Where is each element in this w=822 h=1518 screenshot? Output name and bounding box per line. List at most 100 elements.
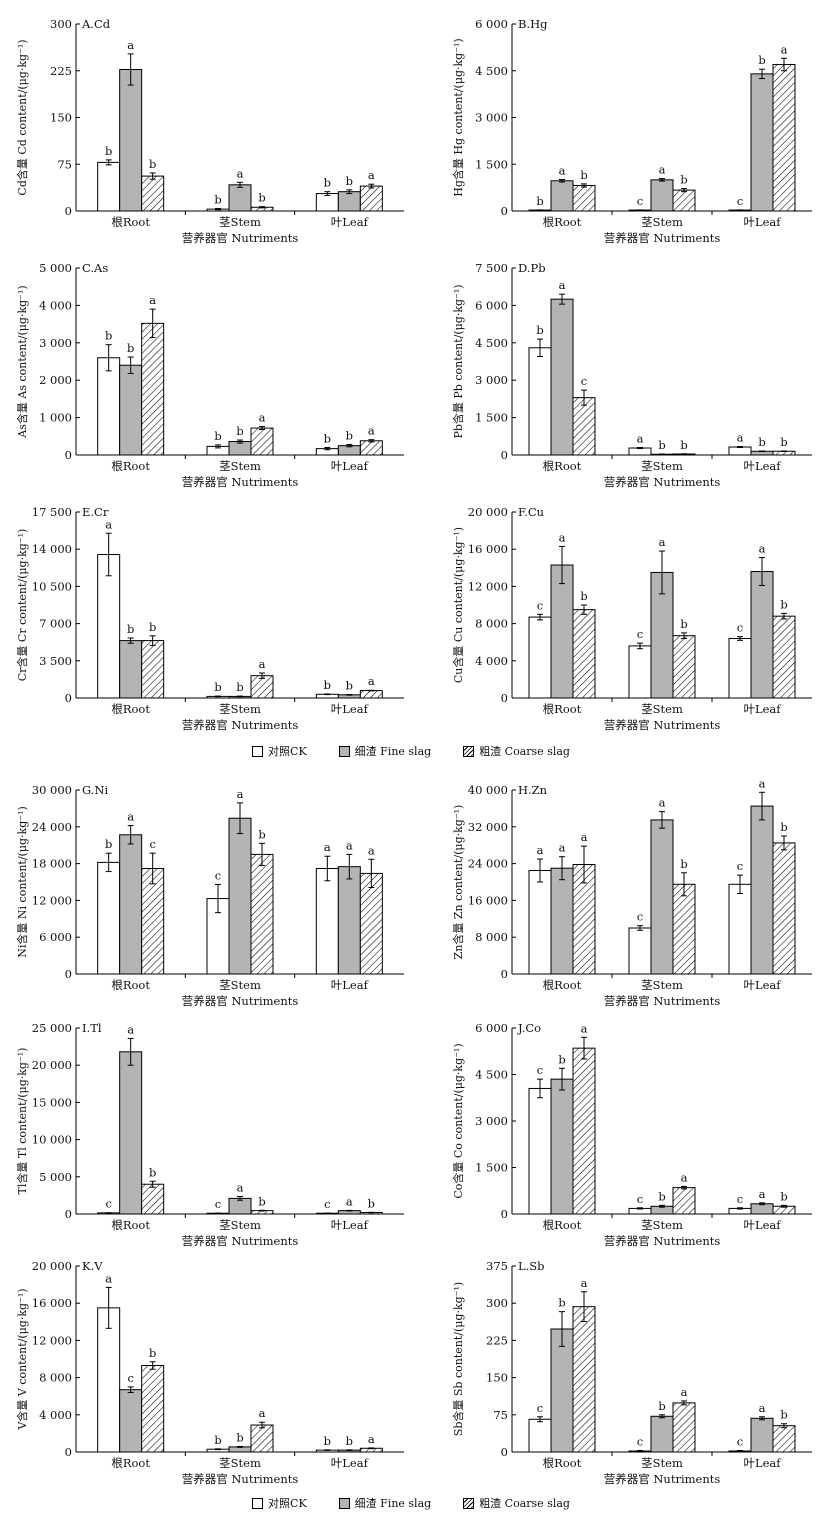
y-tick-label: 18 000 (32, 857, 72, 871)
significance-letter: a (659, 535, 666, 549)
y-tick-label: 14 000 (32, 542, 72, 556)
bar (119, 1389, 143, 1453)
bar (750, 73, 774, 212)
x-tick-label: 根Root (543, 702, 582, 716)
significance-letter: b (214, 193, 221, 207)
significance-letter: c (149, 837, 155, 851)
bar (337, 191, 361, 212)
bar (141, 640, 165, 699)
significance-letter: b (680, 438, 687, 452)
y-tick-label: 3 000 (39, 336, 72, 350)
y-tick-label: 4 000 (39, 298, 72, 312)
y-tick-label: 24 000 (32, 820, 72, 834)
y-tick-label: 4 000 (475, 654, 508, 668)
significance-letter: b (758, 53, 765, 67)
y-axis-label: Co含量 Co content/(μg·kg⁻¹) (451, 1043, 465, 1198)
significance-letter: a (237, 1181, 244, 1195)
bar (528, 1418, 552, 1453)
x-tick-label: 叶Leaf (331, 702, 369, 716)
bar (628, 447, 652, 456)
y-tick-label: 0 (501, 1207, 508, 1221)
legend-swatch-ck (252, 745, 264, 757)
significance-letter: c (215, 1197, 221, 1211)
significance-letter: c (537, 1401, 543, 1415)
bar (97, 1307, 121, 1453)
significance-letter: b (346, 678, 353, 692)
significance-letter: a (346, 838, 353, 852)
x-axis-label: 营养器官 Nutriments (182, 475, 299, 489)
bar (97, 861, 121, 975)
y-tick-label: 0 (501, 1445, 508, 1459)
bar (315, 868, 339, 975)
significance-letter: c (537, 1063, 543, 1077)
legend-item-fine: 细渣 Fine slag (338, 743, 431, 759)
y-tick-label: 225 (486, 1333, 508, 1347)
significance-letter: b (780, 1189, 787, 1203)
y-axis-label: Hg含量 Hg content/(μg·kg⁻¹) (451, 38, 465, 196)
legend-label-coarse: 粗渣 Coarse slag (479, 1497, 570, 1510)
significance-letter: b (780, 820, 787, 834)
y-tick-label: 4 500 (475, 64, 508, 78)
bar (550, 1328, 574, 1453)
x-tick-label: 根Root (111, 702, 150, 716)
legend-label-ck: 对照CK (268, 1497, 307, 1510)
bar (119, 640, 143, 699)
y-tick-label: 6 000 (475, 298, 508, 312)
significance-letter: a (105, 1271, 112, 1285)
significance-letter: a (781, 42, 788, 56)
significance-letter: b (324, 1434, 331, 1448)
bar (250, 853, 274, 975)
bar (119, 69, 143, 212)
significance-letter: b (214, 429, 221, 443)
x-tick-label: 叶Leaf (743, 978, 781, 992)
bar (141, 175, 165, 212)
x-tick-label: 茎Stem (641, 978, 683, 992)
y-tick-label: 30 000 (32, 783, 72, 797)
y-tick-label: 12 000 (32, 893, 72, 907)
panel-title: K.V (82, 1259, 103, 1273)
significance-letter: a (559, 841, 566, 855)
y-tick-label: 1 500 (475, 157, 508, 171)
bar (550, 564, 574, 699)
significance-letter: b (324, 678, 331, 692)
y-axis-label: Tl含量 Tl content/(μg·kg⁻¹) (15, 1048, 29, 1195)
bar (572, 1047, 596, 1215)
y-tick-label: 25 000 (32, 1021, 72, 1035)
significance-letter: b (127, 341, 134, 355)
x-axis-label: 营养器官 Nutriments (182, 718, 299, 732)
y-axis-label: Cu含量 Cu content/(μg·kg⁻¹) (451, 527, 465, 683)
y-tick-label: 2 000 (39, 373, 72, 387)
significance-letter: b (127, 622, 134, 636)
x-tick-label: 茎Stem (219, 459, 261, 473)
significance-letter: a (581, 1276, 588, 1290)
significance-letter: b (680, 857, 687, 871)
y-tick-label: 5 000 (39, 261, 72, 275)
y-tick-label: 10 500 (32, 579, 72, 593)
y-tick-label: 3 000 (475, 111, 508, 125)
bar (750, 1417, 774, 1453)
chart-panel: 0 75 150 225 300 A.Cd Cd含量 Cd content/(μg·kg⁻¹… (15, 17, 404, 245)
significance-letter: b (324, 176, 331, 190)
panel-title: F.Cu (518, 505, 544, 519)
bar (628, 927, 652, 975)
y-tick-label: 17 500 (32, 505, 72, 519)
significance-letter: b (236, 1430, 243, 1444)
significance-letter: a (237, 787, 244, 801)
y-tick-label: 12 000 (468, 579, 508, 593)
y-tick-label: 0 (65, 204, 72, 218)
significance-letter: a (105, 517, 112, 531)
x-tick-label: 叶Leaf (331, 215, 369, 229)
y-tick-label: 75 (57, 157, 72, 171)
significance-letter: a (581, 830, 588, 844)
bar (528, 616, 552, 699)
significance-letter: b (105, 329, 112, 343)
panel-title: I.Tl (82, 1021, 102, 1035)
bar (119, 364, 143, 456)
significance-letter: a (559, 530, 566, 544)
significance-letter: a (537, 843, 544, 857)
x-axis-label: 营养器官 Nutriments (182, 1472, 299, 1486)
legend-item-coarse: 粗渣 Coarse slag (463, 743, 570, 759)
bar (250, 675, 274, 699)
x-tick-label: 茎Stem (641, 1456, 683, 1470)
x-tick-label: 根Root (111, 1218, 150, 1232)
